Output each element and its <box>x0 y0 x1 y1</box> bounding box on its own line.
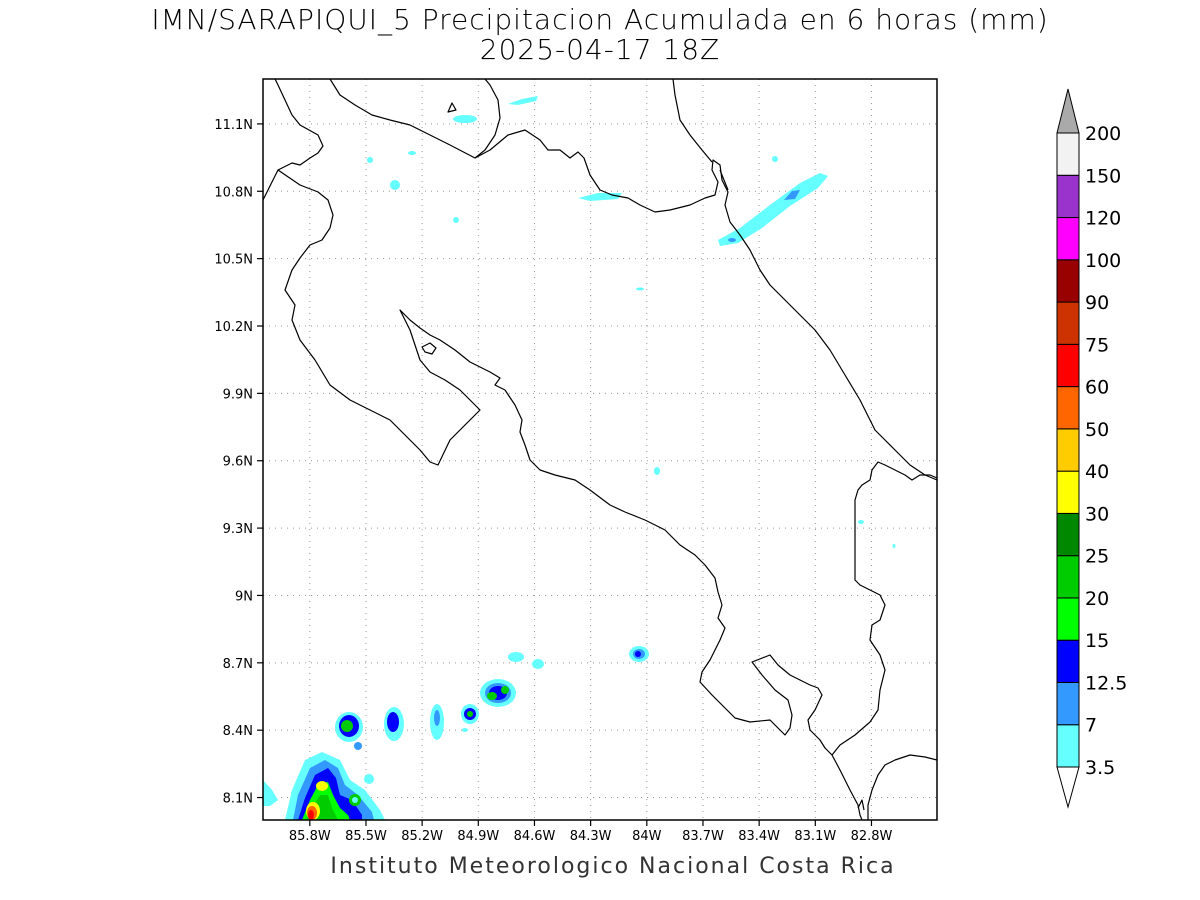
colorbar-swatch <box>1056 724 1080 768</box>
colorbar-label: 30 <box>1085 503 1109 525</box>
colorbar-swatch <box>1056 597 1080 641</box>
longitude-axis: 85.8W 85.5W 85.2W 84.9W 84.6W 84.3W 84W 83.7W 83… <box>289 820 893 844</box>
lat-tick-label: 9.6N <box>223 455 253 470</box>
lat-tick-label: 10.8N <box>214 185 253 200</box>
lon-tick-label: 85.8W <box>289 829 331 844</box>
lon-tick-label: 84.3W <box>570 829 612 844</box>
colorbar-label: 150 <box>1085 165 1121 187</box>
colorbar-label: 40 <box>1085 461 1109 483</box>
lat-tick-label: 11.1N <box>214 118 253 133</box>
lon-tick-label: 83.7W <box>682 829 724 844</box>
colorbar-swatch <box>1056 217 1080 261</box>
lon-tick-label: 84.6W <box>514 829 556 844</box>
lon-tick-label: 83.4W <box>738 829 780 844</box>
lon-tick-label: 82.8W <box>851 829 893 844</box>
gridlines <box>263 79 937 820</box>
colorbar-under-arrow <box>1056 766 1080 809</box>
map-subtitle: 2025-04-17 18Z <box>479 33 721 66</box>
colorbar-swatch <box>1056 259 1080 303</box>
colorbar-label: 3.5 <box>1085 757 1115 779</box>
colorbar-swatch <box>1056 555 1080 599</box>
colorbar-swatch <box>1056 386 1080 430</box>
colorbar-swatch <box>1056 174 1080 219</box>
colorbar-label: 120 <box>1085 208 1121 230</box>
colorbar-label: 100 <box>1085 250 1121 272</box>
lat-tick-label: 8.1N <box>223 792 253 807</box>
colorbar-swatch <box>1056 470 1080 514</box>
lon-tick-label: 85.5W <box>345 829 387 844</box>
colorbar-label: 50 <box>1085 419 1109 441</box>
lat-tick-label: 8.4N <box>223 724 253 739</box>
colorbar-label: 200 <box>1085 123 1121 145</box>
footer-credit: Instituto Meteorologico Nacional Costa R… <box>330 854 896 879</box>
colorbar-label: 20 <box>1085 588 1109 610</box>
lon-tick-label: 83.1W <box>794 829 836 844</box>
colorbar-label: 7 <box>1085 715 1097 737</box>
lat-tick-label: 9N <box>235 589 253 604</box>
lat-tick-label: 10.5N <box>214 253 253 268</box>
map-frame <box>262 78 938 821</box>
colorbar-swatch <box>1056 132 1080 176</box>
latitude-axis: 8.1N 8.4N 8.7N 9N 9.3N 9.6N 9.9N 10.2N 10.5N 10.8… <box>214 118 263 807</box>
colorbar-label: 75 <box>1085 334 1109 356</box>
colorbar-label: 60 <box>1085 377 1109 399</box>
map-title: IMN/SARAPIQUI_5 Precipitacion Acumulada … <box>151 3 1049 36</box>
colorbar-swatch <box>1056 301 1080 345</box>
colorbar-label: 15 <box>1085 630 1109 652</box>
colorbar-swatch <box>1056 512 1080 557</box>
lat-tick-label: 10.2N <box>214 320 253 335</box>
colorbar: 3.5 7 12.5 15 20 25 30 40 50 60 75 90 100 120 150 200 <box>1056 88 1127 809</box>
colorbar-label: 12.5 <box>1085 672 1127 694</box>
lon-tick-label: 84.9W <box>457 829 499 844</box>
colorbar-swatch <box>1056 681 1080 726</box>
lat-tick-label: 9.3N <box>223 522 253 537</box>
colorbar-swatch <box>1056 639 1080 683</box>
colorbar-over-arrow <box>1056 88 1080 134</box>
colorbar-label: 90 <box>1085 292 1109 314</box>
lat-tick-label: 8.7N <box>223 657 253 672</box>
colorbar-swatch <box>1056 428 1080 472</box>
colorbar-label: 25 <box>1085 546 1109 568</box>
lat-tick-label: 9.9N <box>223 387 253 402</box>
precipitation-field <box>263 96 896 820</box>
lon-tick-label: 85.2W <box>401 829 443 844</box>
coastline <box>263 79 937 820</box>
lon-tick-label: 84W <box>632 829 662 844</box>
colorbar-swatch <box>1056 343 1080 388</box>
